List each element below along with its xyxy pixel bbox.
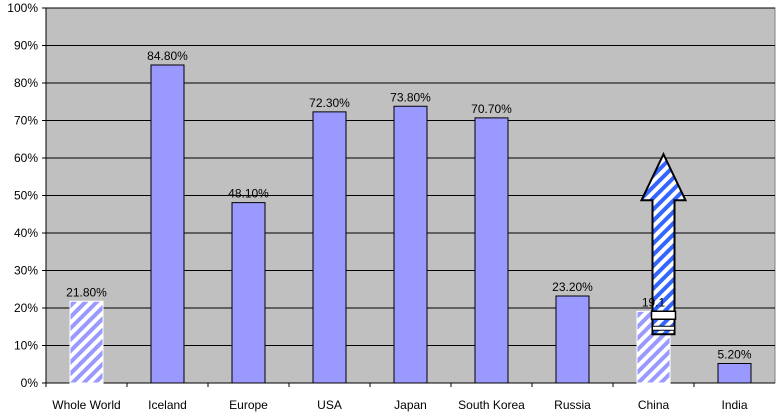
bar-usa bbox=[312, 111, 347, 384]
arrow-break-mark bbox=[650, 310, 677, 320]
data-label: 23.20% bbox=[552, 280, 593, 294]
bar-south-korea bbox=[474, 117, 509, 384]
y-tick-label: 20% bbox=[14, 301, 38, 315]
x-axis-ticks: Whole World Iceland Europe USA Japan South Ko… bbox=[45, 383, 748, 412]
y-tick-label: 90% bbox=[14, 39, 38, 53]
data-label: 73.80% bbox=[390, 90, 431, 104]
x-tick-label: Iceland bbox=[148, 398, 187, 412]
x-tick-label: South Korea bbox=[458, 398, 525, 412]
y-tick-label: 40% bbox=[14, 226, 38, 240]
x-tick-label: Whole World bbox=[52, 398, 120, 412]
y-tick-label: 50% bbox=[14, 189, 38, 203]
bars bbox=[69, 64, 752, 384]
bar-japan bbox=[393, 105, 428, 384]
bar-whole-world bbox=[69, 300, 104, 384]
x-tick-label: USA bbox=[317, 398, 342, 412]
data-label: 70.70% bbox=[471, 102, 512, 116]
bar-iceland bbox=[150, 64, 185, 384]
annotations bbox=[639, 151, 688, 336]
bar-india bbox=[717, 363, 752, 384]
arrow-break-mark bbox=[652, 325, 675, 331]
y-tick-label: 80% bbox=[14, 76, 38, 90]
y-tick-label: 70% bbox=[14, 114, 38, 128]
x-tick-label: China bbox=[638, 398, 670, 412]
data-label: 48.10% bbox=[228, 187, 269, 201]
y-tick-label: 30% bbox=[14, 264, 38, 278]
data-label: 84.80% bbox=[147, 49, 188, 63]
x-tick-label: Russia bbox=[554, 398, 591, 412]
data-label: 21.80% bbox=[66, 285, 107, 299]
y-tick-label: 0% bbox=[21, 376, 39, 390]
y-tick-label: 100% bbox=[7, 1, 38, 15]
x-tick-label: Europe bbox=[229, 398, 268, 412]
y-tick-label: 10% bbox=[14, 339, 38, 353]
data-label: 19.1 bbox=[642, 295, 666, 309]
y-tick-label: 60% bbox=[14, 151, 38, 165]
x-tick-label: India bbox=[721, 398, 747, 412]
x-tick-label: Japan bbox=[394, 398, 427, 412]
up-arrow-icon bbox=[639, 151, 688, 336]
bar-europe bbox=[231, 202, 266, 384]
data-label: 5.20% bbox=[717, 348, 751, 362]
data-label: 72.30% bbox=[309, 96, 350, 110]
data-labels: 21.80% 84.80% 48.10% 72.30% 73.80% 70.70% 23.2… bbox=[66, 49, 752, 362]
bar-russia bbox=[555, 295, 590, 384]
